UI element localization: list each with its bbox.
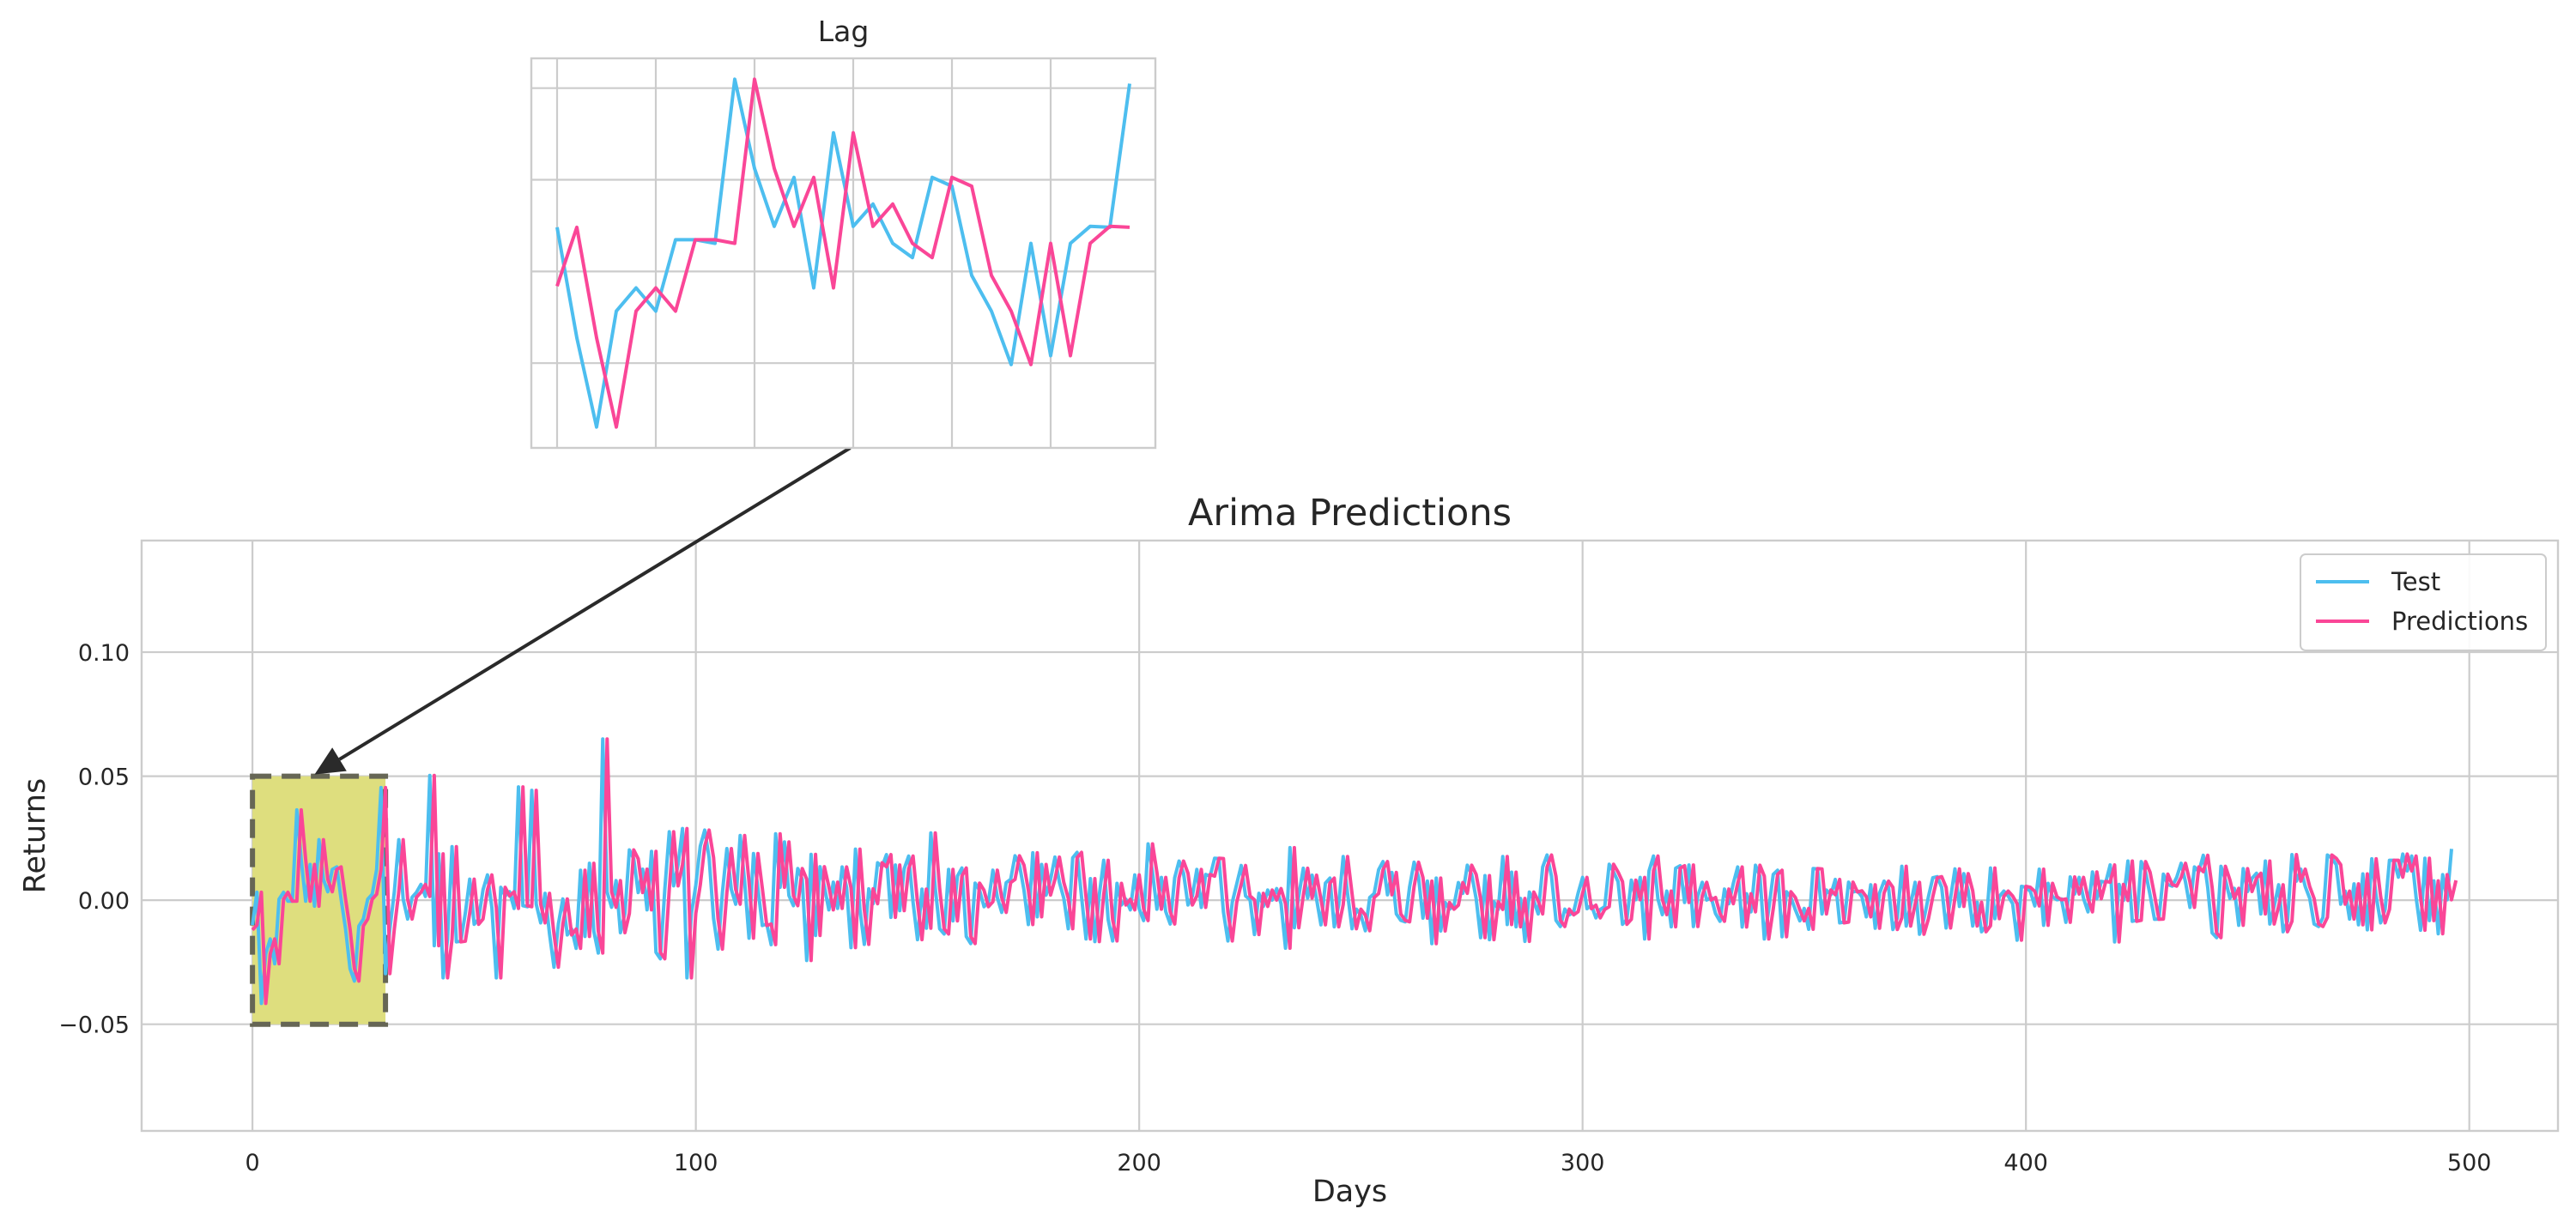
inset-chart: Lag [530,15,1157,450]
legend-label-predictions: Predictions [2391,607,2528,636]
inset-background [531,58,1155,448]
x-tick-label: 0 [245,1150,260,1176]
inset-series [555,77,1131,429]
y-tick-label: 0.00 [78,888,130,915]
legend-label-test: Test [2391,567,2440,596]
y-axis-label: Returns [18,778,52,893]
zoom-arrow [314,446,852,775]
series-line-test [251,737,2453,1006]
inset-grid [531,58,1155,448]
x-tick-label: 400 [2003,1150,2048,1176]
legend: Test Predictions [2300,553,2547,651]
main-plot-frame [140,539,2560,1133]
x-tick-label: 500 [2447,1150,2492,1176]
x-tick-label: 100 [674,1150,718,1176]
y-tick-label: −0.05 [58,1012,130,1039]
arrow-shaft [338,446,852,761]
chart-title: Arima Predictions [1188,492,1512,535]
y-tick-label: 0.10 [78,640,130,667]
legend-box [2300,553,2547,651]
x-tick-label: 200 [1117,1150,1161,1176]
main-tick-labels: 0 100 200 300 400 500 −0.05 0.00 0.05 0.10 [58,640,2491,1176]
arrow-head [314,747,347,775]
x-axis-label: Days [1312,1175,1387,1209]
main-chart: 0 100 200 300 400 500 −0.05 0.00 0.05 0.10 Arima … [18,492,2560,1209]
y-tick-label: 0.05 [78,765,130,791]
inset-title: Lag [818,15,870,48]
inset-series-line-test [555,77,1131,429]
inset-plot-frame [530,57,1157,450]
series-line-predictions [251,737,2458,1006]
inset-series-line-predictions [555,77,1130,429]
main-series [251,737,2458,1006]
x-tick-label: 300 [1561,1150,1605,1176]
